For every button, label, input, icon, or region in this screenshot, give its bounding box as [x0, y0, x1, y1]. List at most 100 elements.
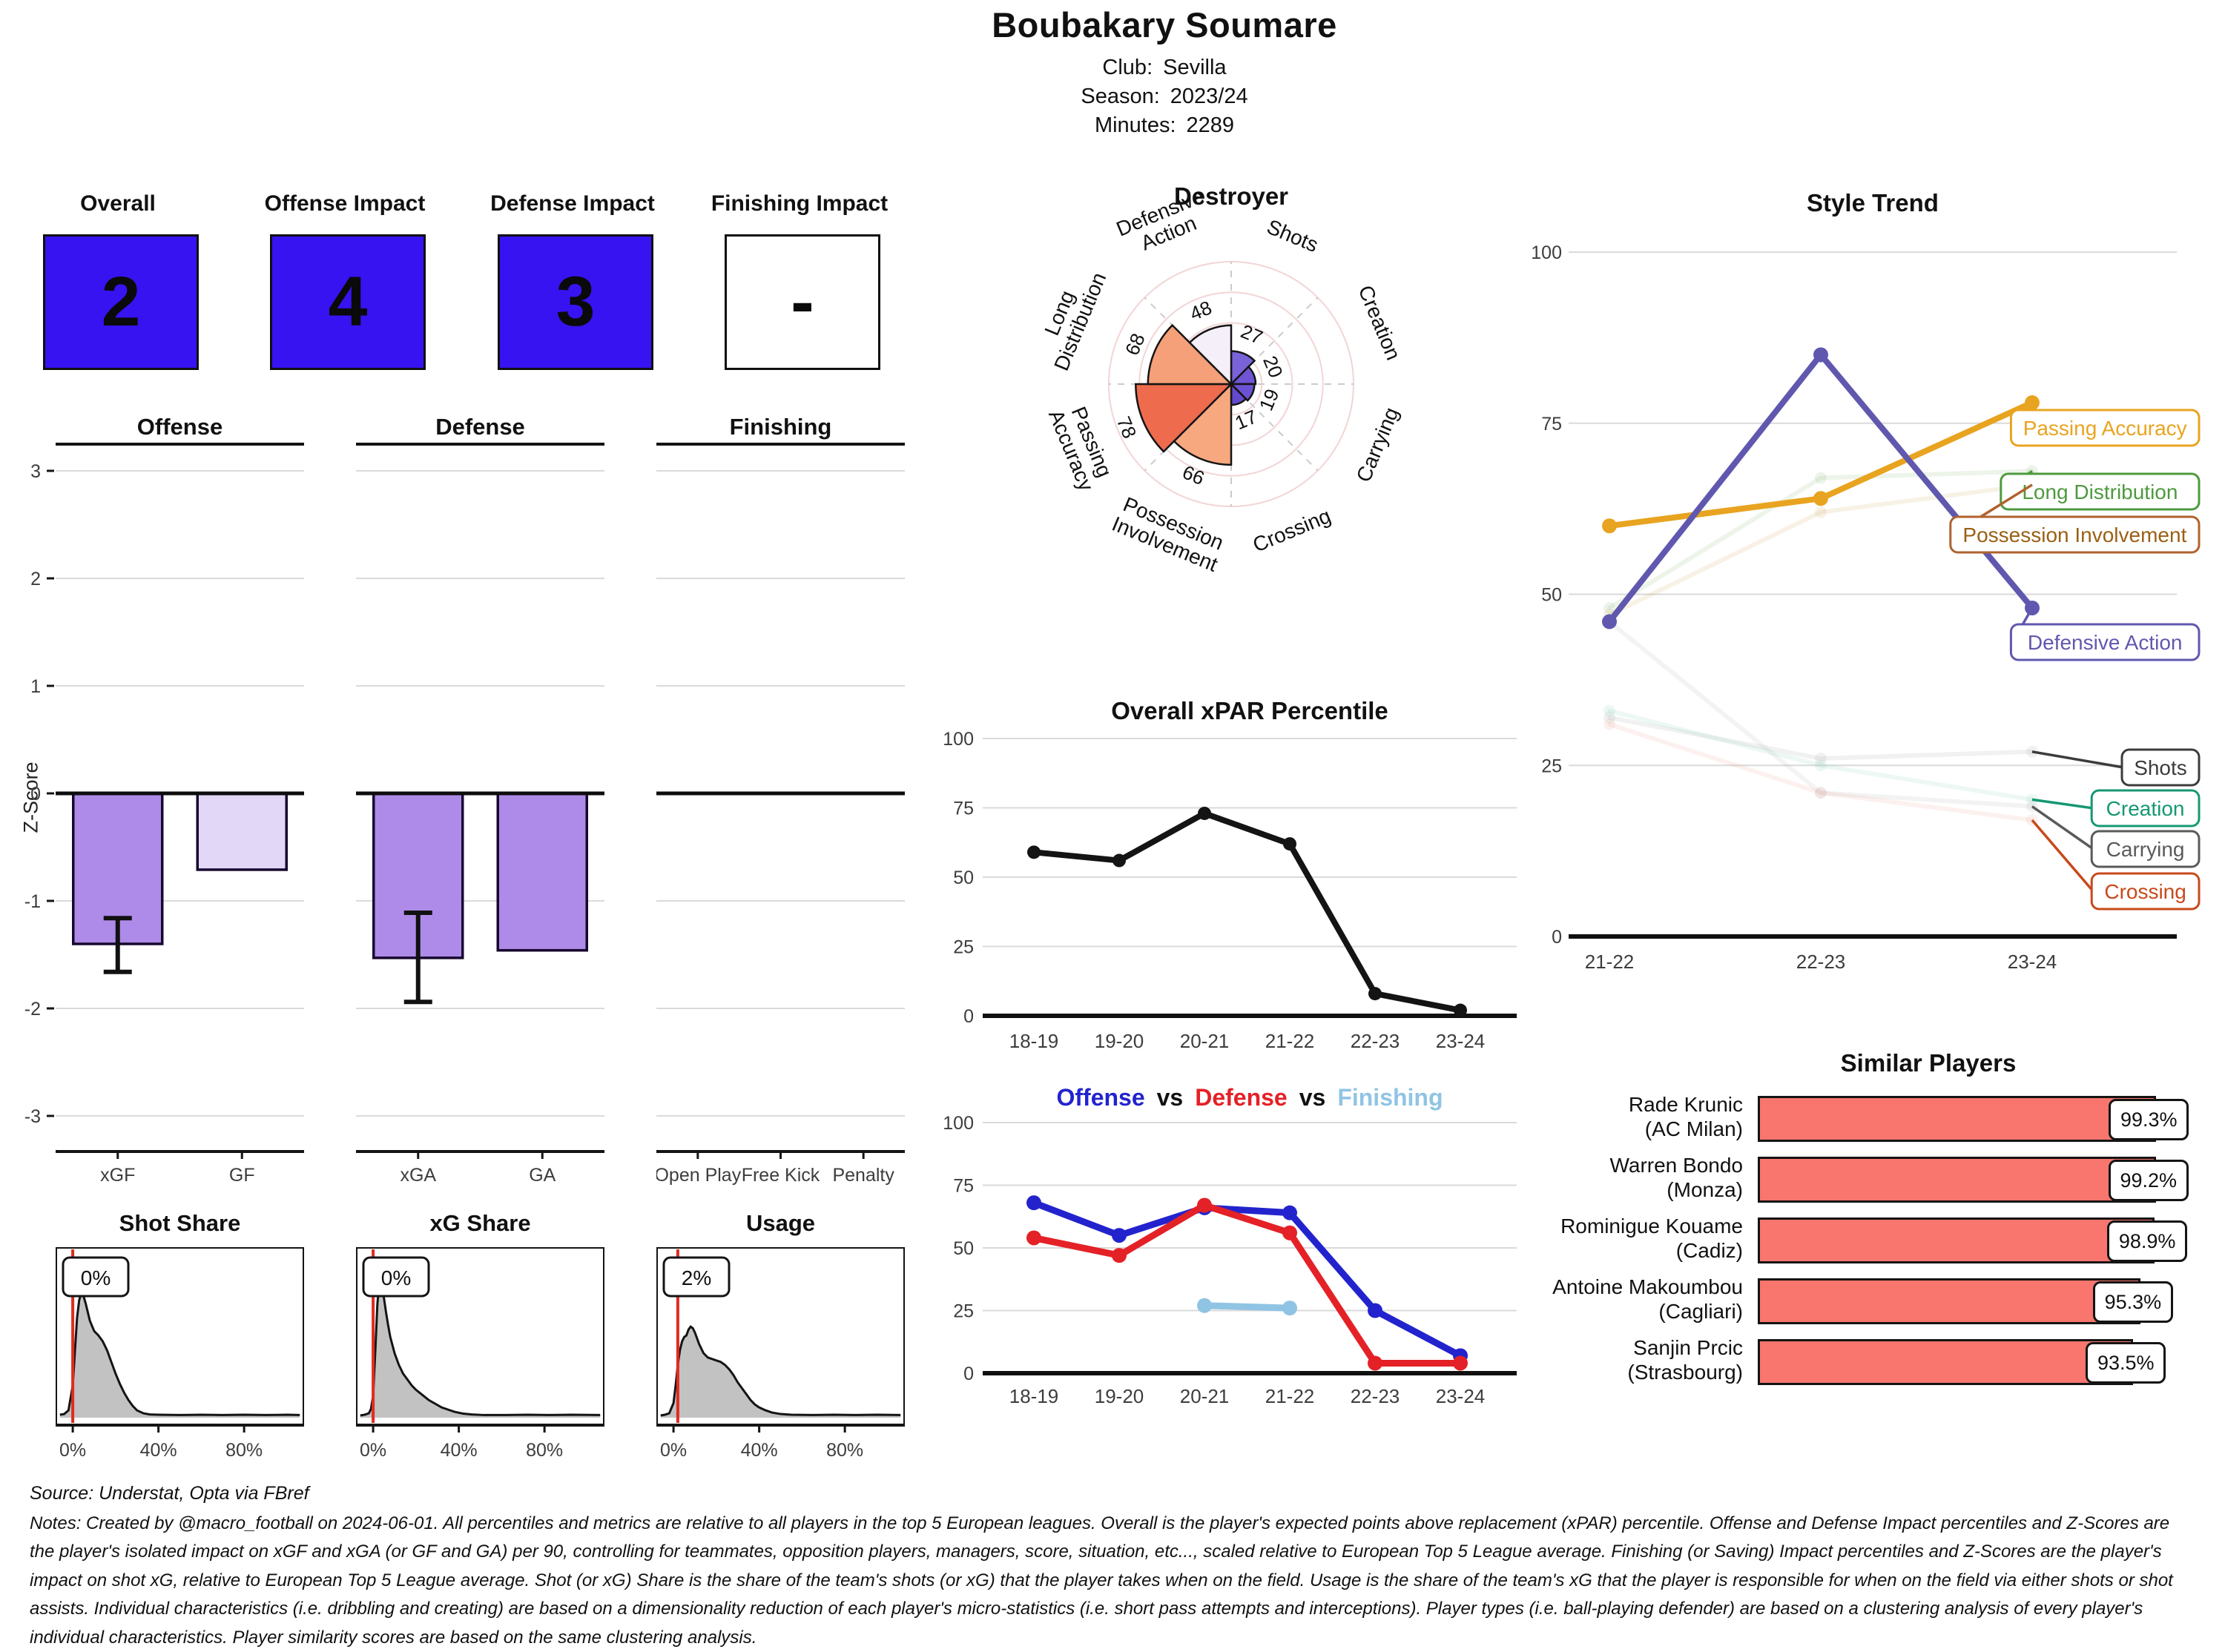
series-line-finishing	[1201, 1302, 1293, 1312]
bar-GF	[196, 792, 288, 871]
series-label-box	[1949, 515, 2201, 554]
player-name-line: Sanjin Prcic	[1633, 1336, 1743, 1359]
data-point	[1602, 518, 1617, 534]
similarity-value-badge: 99.2%	[2108, 1160, 2189, 1201]
player-name-line: Rade Krunic	[1628, 1093, 1743, 1116]
data-point	[1368, 1303, 1382, 1318]
category-label: Penalty	[832, 1165, 894, 1186]
y-tick-label: 100	[943, 730, 974, 750]
density-fill	[660, 1326, 901, 1418]
data-point	[1282, 1225, 1297, 1240]
player-club-line: (Cadiz)	[1675, 1239, 1743, 1262]
player-club-line: (Monza)	[1667, 1178, 1743, 1201]
style-trend-title: Style Trend	[1807, 189, 1939, 217]
category-label: Open Play	[656, 1165, 742, 1186]
wedge-value-label: 20	[1259, 353, 1288, 381]
y-tick-label: 100	[1531, 245, 1562, 263]
y-tick-label: 3	[30, 461, 41, 482]
marker-label-box	[662, 1256, 731, 1298]
player-name-line: Antoine Makoumbou	[1552, 1275, 1743, 1298]
x-tick-label: 40%	[741, 1440, 778, 1461]
x-tick-label: 23-24	[1436, 1385, 1486, 1407]
series-line-long-distribution	[1607, 469, 2034, 610]
rose-wedge-possession-involvement	[1173, 381, 1233, 466]
series-label-creation: Creation	[2106, 797, 2185, 820]
meta-value: 2023/24	[1170, 85, 1248, 108]
impact-card-value: -	[791, 262, 814, 341]
series-line-carrying	[1607, 619, 2034, 809]
y-tick-label: 25	[953, 937, 974, 958]
data-point	[1602, 614, 1617, 630]
data-point	[1198, 806, 1211, 820]
data-point	[1112, 1248, 1127, 1263]
series-label-box	[2009, 623, 2201, 661]
series-line-defense	[1030, 1201, 1464, 1367]
density-curve	[59, 1290, 300, 1416]
rose-wedge-defensive-action	[1188, 324, 1233, 387]
shot-share-density-chart: 0% 0% 40% 80%	[56, 1247, 304, 1461]
player-name: Rominigue Kouame (Cadiz)	[1520, 1214, 1743, 1263]
series-label-box	[2090, 830, 2201, 868]
x-tick-label: 22-23	[1351, 1030, 1400, 1052]
impact-card-empty: -	[725, 234, 880, 370]
series-line-offense	[1030, 1199, 1464, 1359]
series-label-box	[2090, 789, 2201, 827]
density-curve	[360, 1277, 601, 1417]
meta-line: Club: Sevilla	[794, 56, 1535, 80]
rose-category-line: Creation	[1354, 282, 1405, 363]
rose-category-line: Crossing	[1250, 504, 1334, 557]
similarity-bar	[1758, 1217, 2155, 1263]
title-separator: vs	[1299, 1084, 1326, 1111]
player-club-line: (AC Milan)	[1644, 1117, 1743, 1140]
category-label: Free Kick	[742, 1165, 820, 1186]
x-tick-label: 80%	[826, 1440, 863, 1461]
player-name: Sanjin Prcic (Strasbourg)	[1520, 1335, 1743, 1384]
offense-zscore-chart: 3 2 1 0 -1 -2 -3 xGF GF	[24, 443, 304, 1186]
player-type-title: Destroyer	[1173, 182, 1289, 210]
meta-value: 2289	[1186, 113, 1235, 137]
data-point	[1603, 711, 1615, 724]
similarity-value-badge: 99.3%	[2109, 1099, 2189, 1140]
impact-card-value: 2	[101, 262, 141, 341]
similar-players-title: Similar Players	[1840, 1049, 2017, 1077]
impact-card-label: Defense Impact	[490, 191, 655, 216]
label-connector	[2031, 819, 2094, 893]
player-name: Rade Krunic (AC Milan)	[1520, 1092, 1743, 1141]
data-point	[1815, 787, 1827, 799]
shot-share-title: Shot Share	[119, 1210, 241, 1236]
x-tick-label: 80%	[225, 1440, 263, 1461]
data-point	[1027, 845, 1041, 859]
data-point	[1815, 787, 1827, 799]
impact-card-filled: 2	[43, 234, 199, 370]
offense-defense-finishing-chart: 0 25 50 75 100 18-19 19-20 20-21 21-22 22-23 23-24	[943, 1113, 1517, 1407]
data-point	[1197, 1298, 1212, 1313]
y-tick-label: 75	[1541, 414, 1562, 435]
rose-category-label: Crossing	[1250, 504, 1334, 557]
x-tick-label: 0%	[660, 1440, 687, 1461]
data-point	[1603, 718, 1615, 730]
rose-wedge-passing-accuracy	[1135, 383, 1234, 453]
player-name-line: Rominigue Kouame	[1560, 1215, 1743, 1238]
data-point	[1026, 1195, 1041, 1211]
series-label-carrying: Carrying	[2106, 838, 2185, 861]
x-tick-label: 20-21	[1180, 1030, 1230, 1052]
data-point	[1813, 491, 1828, 506]
series-line-crossing	[1607, 721, 2034, 823]
data-point	[1368, 987, 1382, 1001]
label-connector	[2031, 750, 2124, 769]
rose-category-line: Shots	[1264, 215, 1322, 257]
x-tick-label: 21-22	[1265, 1385, 1315, 1407]
data-point	[1282, 1301, 1297, 1316]
x-tick-label: 40%	[441, 1440, 478, 1461]
y-tick-label: 25	[953, 1301, 974, 1322]
rose-category-label: LongDistribution	[1029, 261, 1110, 374]
y-tick-label: 2	[30, 569, 41, 589]
data-point	[1603, 601, 1615, 614]
xpar-line-chart: 0 25 50 75 100 18-19 19-20 20-21 21-22 22-23 23-24	[943, 730, 1517, 1052]
xpar-title: Overall xPAR Percentile	[1111, 697, 1388, 724]
style-trend-chart: 0 25 50 75 100 21-22 22-23 23-24 Long Distributi…	[1531, 245, 2201, 973]
defense-zscore-chart: xGA GA	[356, 443, 604, 1186]
series-label-box	[2120, 748, 2201, 787]
x-tick-label: 22-23	[1796, 951, 1846, 973]
